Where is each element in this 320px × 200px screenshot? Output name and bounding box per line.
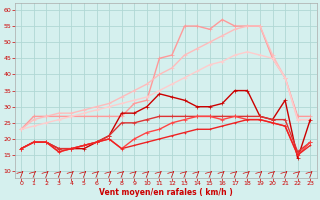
X-axis label: Vent moyen/en rafales ( km/h ): Vent moyen/en rafales ( km/h ) [99,188,233,197]
